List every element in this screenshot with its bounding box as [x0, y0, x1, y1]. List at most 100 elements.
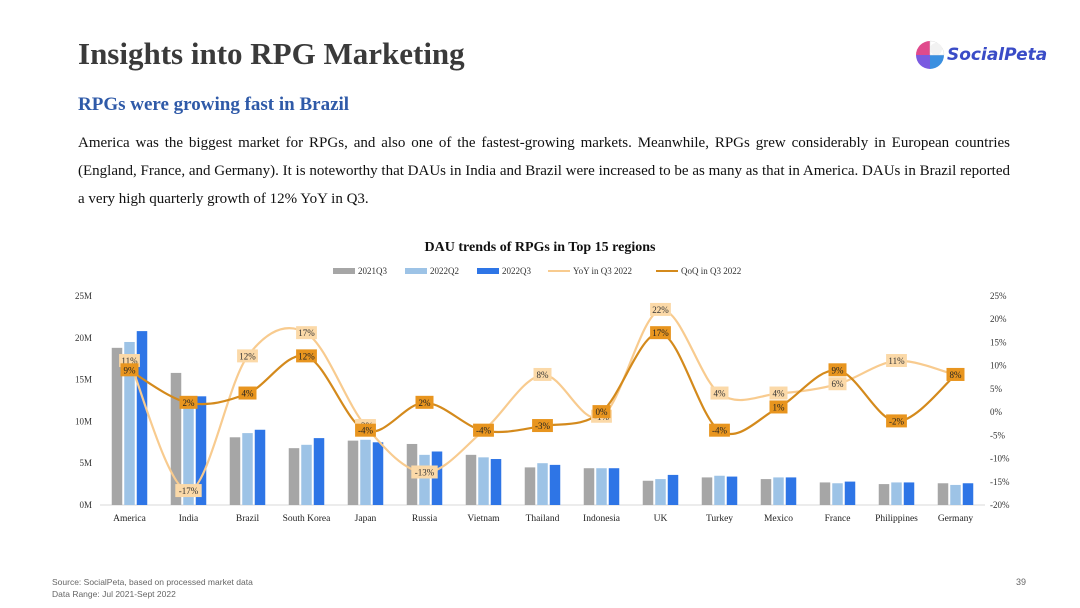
- bar: [832, 483, 843, 505]
- bar: [136, 331, 148, 505]
- source-note: Source: SocialPeta, based on processed m…: [52, 576, 253, 600]
- x-tick-label: Indonesia: [583, 514, 621, 524]
- bar: [111, 347, 123, 505]
- yoy-data-label: 11%: [121, 356, 138, 366]
- y-right-tick-label: 25%: [990, 291, 1007, 301]
- yoy-data-label: 17%: [298, 328, 315, 338]
- bar: [524, 467, 536, 505]
- yoy-label-box: [828, 377, 847, 391]
- x-tick-label: Turkey: [706, 514, 733, 524]
- qoq-data-label: -4%: [358, 426, 373, 436]
- chart-legend: 2021Q3 2022Q2 2022Q3 YoY in Q3 2022 QoQ in Q…: [333, 266, 741, 276]
- yoy-label-box: [769, 386, 788, 400]
- bar: [878, 484, 890, 505]
- qoq-label-box: [650, 326, 671, 340]
- slide-subtitle: RPGs were growing fast in Brazil: [78, 94, 350, 115]
- bar: [254, 429, 266, 505]
- yoy-label-box: [710, 386, 729, 400]
- yoy-data-label: 12%: [239, 351, 256, 361]
- socialpeta-logo-icon: [916, 40, 945, 69]
- y-right-tick-label: 10%: [990, 361, 1007, 371]
- x-tick-label: Philippines: [875, 514, 918, 524]
- y-right-tick-label: -15%: [990, 477, 1010, 487]
- qoq-data-label: 17%: [652, 328, 669, 338]
- y-left-tick-label: 20M: [75, 333, 92, 343]
- x-tick-label: America: [113, 514, 146, 524]
- qoq-label-box: [769, 400, 788, 414]
- bar: [655, 479, 666, 505]
- x-tick-label: South Korea: [283, 514, 332, 524]
- yoy-label-box: [237, 349, 258, 363]
- qoq-label-box: [120, 363, 139, 377]
- bar: [242, 433, 253, 505]
- y-right-tick-label: 15%: [990, 337, 1007, 347]
- x-tick-label: Russia: [412, 514, 438, 524]
- bar: [537, 463, 548, 505]
- yoy-data-label: -17%: [179, 486, 199, 496]
- bar: [950, 484, 961, 505]
- bar: [465, 454, 477, 505]
- qoq-data-label: 8%: [950, 370, 963, 380]
- page-number: 39: [1016, 577, 1027, 587]
- bar: [937, 483, 949, 505]
- yoy-label-box: [175, 484, 202, 498]
- qoq-data-label: 4%: [242, 389, 255, 399]
- slide-paragraph: America was the biggest market for RPGs,…: [78, 135, 1010, 207]
- qoq-label-box: [238, 386, 257, 400]
- yoy-data-label: 8%: [537, 370, 550, 380]
- x-tick-label: India: [179, 514, 199, 524]
- qoq-label-box: [886, 414, 907, 428]
- qoq-data-label: 2%: [419, 398, 432, 408]
- bar: [301, 444, 312, 505]
- logo-text: SocialPeta: [947, 45, 1048, 65]
- x-tick-label: France: [825, 514, 851, 524]
- y-right-tick-label: 5%: [990, 384, 1003, 394]
- bar: [714, 475, 725, 505]
- qoq-label-box: [592, 405, 611, 419]
- legend-swatch: [477, 268, 499, 274]
- yoy-data-label: 6%: [832, 379, 845, 389]
- legend-label: 2021Q3: [358, 266, 387, 276]
- x-tick-label: Germany: [938, 514, 974, 524]
- yoy-data-label: 4%: [773, 389, 786, 399]
- bar: [726, 476, 738, 505]
- yoy-data-label: 22%: [652, 305, 669, 315]
- legend-label: 2022Q3: [502, 266, 531, 276]
- bar: [596, 468, 607, 505]
- yoy-label-box: [533, 367, 552, 381]
- legend-label: QoQ in Q3 2022: [681, 266, 741, 276]
- x-tick-label: Thailand: [526, 514, 560, 524]
- bar: [360, 439, 371, 505]
- qoq-label-box: [473, 423, 494, 437]
- qoq-label-box: [296, 349, 317, 363]
- bar: [608, 468, 620, 505]
- y-right-tick-label: -5%: [990, 430, 1005, 440]
- bar: [962, 483, 974, 505]
- y-right-tick-label: 20%: [990, 314, 1007, 324]
- bar: [478, 457, 489, 505]
- slide-title: Insights into RPG Marketing: [78, 36, 465, 71]
- bar: [347, 440, 359, 505]
- bar: [183, 397, 194, 505]
- bar: [667, 474, 679, 505]
- qoq-data-label: 9%: [832, 365, 845, 375]
- y-right-tick-label: 0%: [990, 407, 1003, 417]
- qoq-label-box: [532, 419, 553, 433]
- qoq-label-box: [828, 363, 847, 377]
- y-left-tick-label: 25M: [75, 291, 92, 301]
- chart-line-labels: 11%-17%12%17%-3%-13%-4%8%-1%22%4%4%6%11%…: [119, 302, 965, 498]
- y-right-tick-label: -20%: [990, 500, 1010, 510]
- yoy-data-label: -13%: [415, 467, 435, 477]
- yoy-label-box: [650, 302, 671, 316]
- bar: [124, 341, 135, 505]
- bar: [195, 396, 207, 505]
- bar: [419, 454, 430, 505]
- x-tick-label: UK: [654, 514, 668, 524]
- x-tick-label: Vietnam: [467, 514, 500, 524]
- qoq-data-label: -4%: [712, 426, 727, 436]
- bar: [170, 372, 182, 505]
- qoq-data-label: -2%: [889, 416, 904, 426]
- bar: [549, 464, 561, 505]
- y-left-tick-label: 5M: [79, 458, 92, 468]
- y-left-tick-label: 10M: [75, 416, 92, 426]
